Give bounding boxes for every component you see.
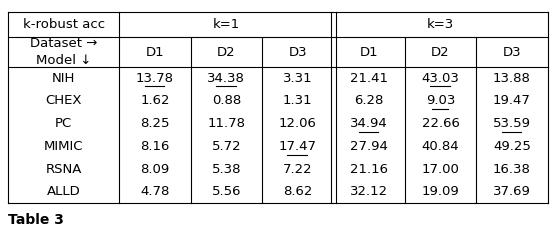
Text: 13.78: 13.78 [136, 72, 174, 85]
Text: Table 3: Table 3 [8, 213, 64, 227]
Text: 8.09: 8.09 [140, 163, 170, 176]
Text: 53.59: 53.59 [493, 117, 531, 130]
Text: RSNA: RSNA [46, 163, 82, 176]
Text: NIH: NIH [52, 72, 76, 85]
Text: k=3: k=3 [427, 18, 454, 31]
Text: D3: D3 [289, 46, 307, 59]
Text: 40.84: 40.84 [422, 140, 459, 153]
Text: 8.62: 8.62 [283, 186, 312, 198]
Text: 1.31: 1.31 [283, 94, 312, 107]
Text: MIMIC: MIMIC [44, 140, 83, 153]
Text: 21.16: 21.16 [350, 163, 388, 176]
Text: 5.72: 5.72 [211, 140, 241, 153]
Text: 49.25: 49.25 [493, 140, 531, 153]
Text: 7.22: 7.22 [283, 163, 312, 176]
Text: 12.06: 12.06 [279, 117, 317, 130]
Text: ALLD: ALLD [47, 186, 81, 198]
Text: 22.66: 22.66 [421, 117, 459, 130]
Text: 11.78: 11.78 [207, 117, 245, 130]
Text: 34.94: 34.94 [350, 117, 388, 130]
Text: 43.03: 43.03 [421, 72, 459, 85]
Text: k-robust acc: k-robust acc [23, 18, 105, 31]
Text: 17.00: 17.00 [421, 163, 459, 176]
Text: 0.88: 0.88 [212, 94, 241, 107]
Text: D2: D2 [217, 46, 236, 59]
Text: 34.38: 34.38 [207, 72, 245, 85]
Text: 9.03: 9.03 [426, 94, 455, 107]
Text: 37.69: 37.69 [493, 186, 531, 198]
Text: 32.12: 32.12 [350, 186, 388, 198]
Text: 19.09: 19.09 [421, 186, 459, 198]
Text: 3.31: 3.31 [283, 72, 312, 85]
Text: PC: PC [55, 117, 72, 130]
Text: 4.78: 4.78 [140, 186, 170, 198]
Text: D1: D1 [360, 46, 379, 59]
Text: 8.25: 8.25 [140, 117, 170, 130]
Text: 19.47: 19.47 [493, 94, 531, 107]
Text: 5.38: 5.38 [212, 163, 241, 176]
Text: 21.41: 21.41 [350, 72, 388, 85]
Text: 8.16: 8.16 [140, 140, 170, 153]
Text: 13.88: 13.88 [493, 72, 531, 85]
Text: D2: D2 [431, 46, 450, 59]
Text: 27.94: 27.94 [350, 140, 388, 153]
Text: k=1: k=1 [213, 18, 240, 31]
Text: 6.28: 6.28 [355, 94, 384, 107]
Text: 5.56: 5.56 [212, 186, 241, 198]
Text: CHEX: CHEX [46, 94, 82, 107]
Text: D3: D3 [503, 46, 522, 59]
Text: 17.47: 17.47 [279, 140, 317, 153]
Text: 1.62: 1.62 [140, 94, 170, 107]
Text: D1: D1 [146, 46, 164, 59]
Text: Dataset →
Model ↓: Dataset → Model ↓ [30, 37, 97, 67]
Text: 16.38: 16.38 [493, 163, 531, 176]
